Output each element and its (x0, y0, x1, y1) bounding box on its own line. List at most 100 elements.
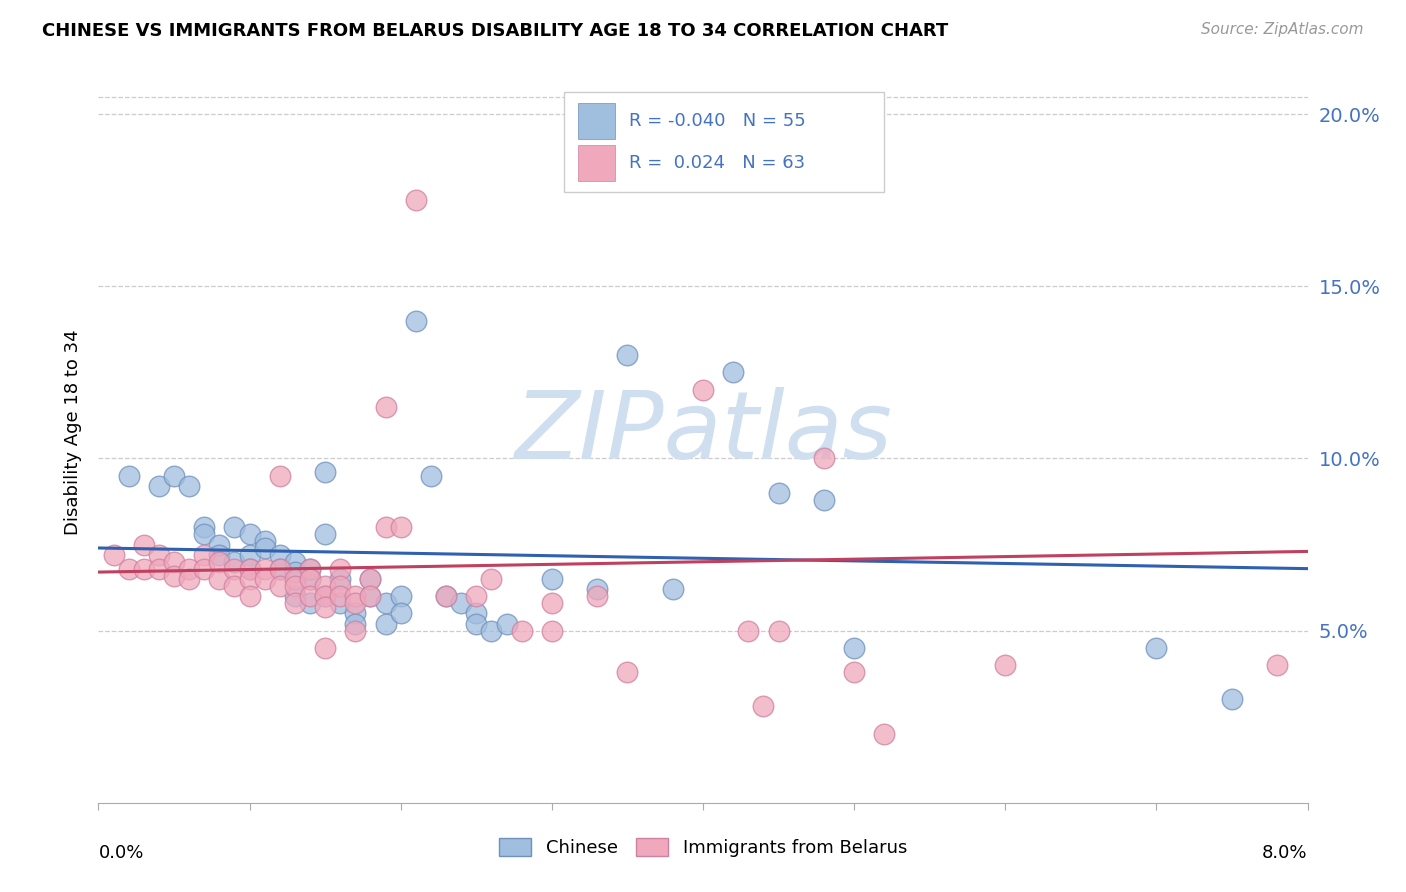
Point (1146, 640, 1168, 655)
Point (253, 572, 276, 586)
Point (148, 548, 170, 562)
Point (179, 561, 201, 575)
Point (269, 468, 291, 483)
Point (269, 561, 291, 575)
Point (994, 658, 1017, 673)
Point (434, 589, 457, 603)
Point (329, 589, 352, 603)
Point (314, 640, 336, 655)
Point (450, 596, 472, 610)
Point (692, 383, 714, 397)
Point (344, 624, 367, 638)
Point (540, 624, 562, 638)
Point (269, 579, 291, 593)
Y-axis label: Disability Age 18 to 34: Disability Age 18 to 34 (63, 330, 82, 535)
Point (193, 561, 215, 575)
Point (269, 548, 291, 562)
Point (661, 582, 683, 597)
Point (344, 596, 367, 610)
Text: 0.0%: 0.0% (98, 844, 143, 862)
Point (193, 520, 215, 534)
Point (405, 314, 427, 328)
Point (374, 596, 396, 610)
Point (586, 582, 609, 597)
Point (224, 561, 246, 575)
Point (103, 548, 125, 562)
Point (284, 596, 307, 610)
Text: 8.0%: 8.0% (1263, 844, 1308, 862)
Point (723, 365, 745, 379)
Point (360, 572, 382, 586)
Point (314, 589, 336, 603)
Point (737, 624, 759, 638)
Text: ZIPatlas: ZIPatlas (515, 387, 891, 478)
Text: R =  0.024   N = 63: R = 0.024 N = 63 (630, 154, 806, 172)
Point (389, 607, 412, 621)
Point (344, 589, 367, 603)
Point (163, 555, 186, 569)
Point (344, 616, 367, 631)
Point (179, 572, 201, 586)
Point (239, 561, 262, 575)
Point (314, 589, 336, 603)
Point (344, 607, 367, 621)
Point (208, 572, 231, 586)
Point (239, 548, 262, 562)
Point (239, 589, 262, 603)
Point (299, 561, 322, 575)
Point (299, 589, 322, 603)
Point (616, 665, 638, 679)
Point (844, 665, 866, 679)
Point (118, 561, 141, 575)
Text: CHINESE VS IMMIGRANTS FROM BELARUS DISABILITY AGE 18 TO 34 CORRELATION CHART: CHINESE VS IMMIGRANTS FROM BELARUS DISAB… (42, 22, 949, 40)
Point (540, 596, 562, 610)
Point (481, 624, 503, 638)
Point (844, 640, 866, 655)
Point (540, 572, 562, 586)
Point (239, 561, 262, 575)
Point (314, 527, 336, 541)
Point (239, 572, 262, 586)
Point (224, 520, 246, 534)
Point (253, 534, 276, 549)
Point (465, 616, 488, 631)
Point (299, 561, 322, 575)
Text: R = -0.040   N = 55: R = -0.040 N = 55 (630, 112, 806, 130)
Point (163, 568, 186, 582)
Point (269, 561, 291, 575)
Point (299, 596, 322, 610)
Point (813, 451, 835, 466)
Point (224, 555, 246, 569)
Point (208, 548, 231, 562)
Point (374, 616, 396, 631)
Point (813, 492, 835, 507)
Point (692, 142, 714, 156)
Point (284, 572, 307, 586)
Point (360, 589, 382, 603)
Point (374, 400, 396, 414)
Legend: Chinese, Immigrants from Belarus: Chinese, Immigrants from Belarus (492, 830, 914, 864)
Point (389, 520, 412, 534)
Point (329, 596, 352, 610)
Point (329, 561, 352, 575)
Point (132, 561, 155, 575)
Point (224, 579, 246, 593)
Text: Source: ZipAtlas.com: Source: ZipAtlas.com (1201, 22, 1364, 37)
Point (284, 565, 307, 579)
Point (465, 589, 488, 603)
Point (360, 572, 382, 586)
Point (752, 699, 775, 714)
Point (193, 548, 215, 562)
Point (1267, 658, 1289, 673)
Point (405, 193, 427, 207)
Point (586, 589, 609, 603)
Point (132, 537, 155, 551)
Point (616, 348, 638, 362)
Point (253, 541, 276, 555)
Point (1220, 692, 1243, 706)
Point (314, 599, 336, 614)
Point (299, 572, 322, 586)
FancyBboxPatch shape (578, 103, 614, 138)
Point (179, 479, 201, 493)
Point (465, 607, 488, 621)
